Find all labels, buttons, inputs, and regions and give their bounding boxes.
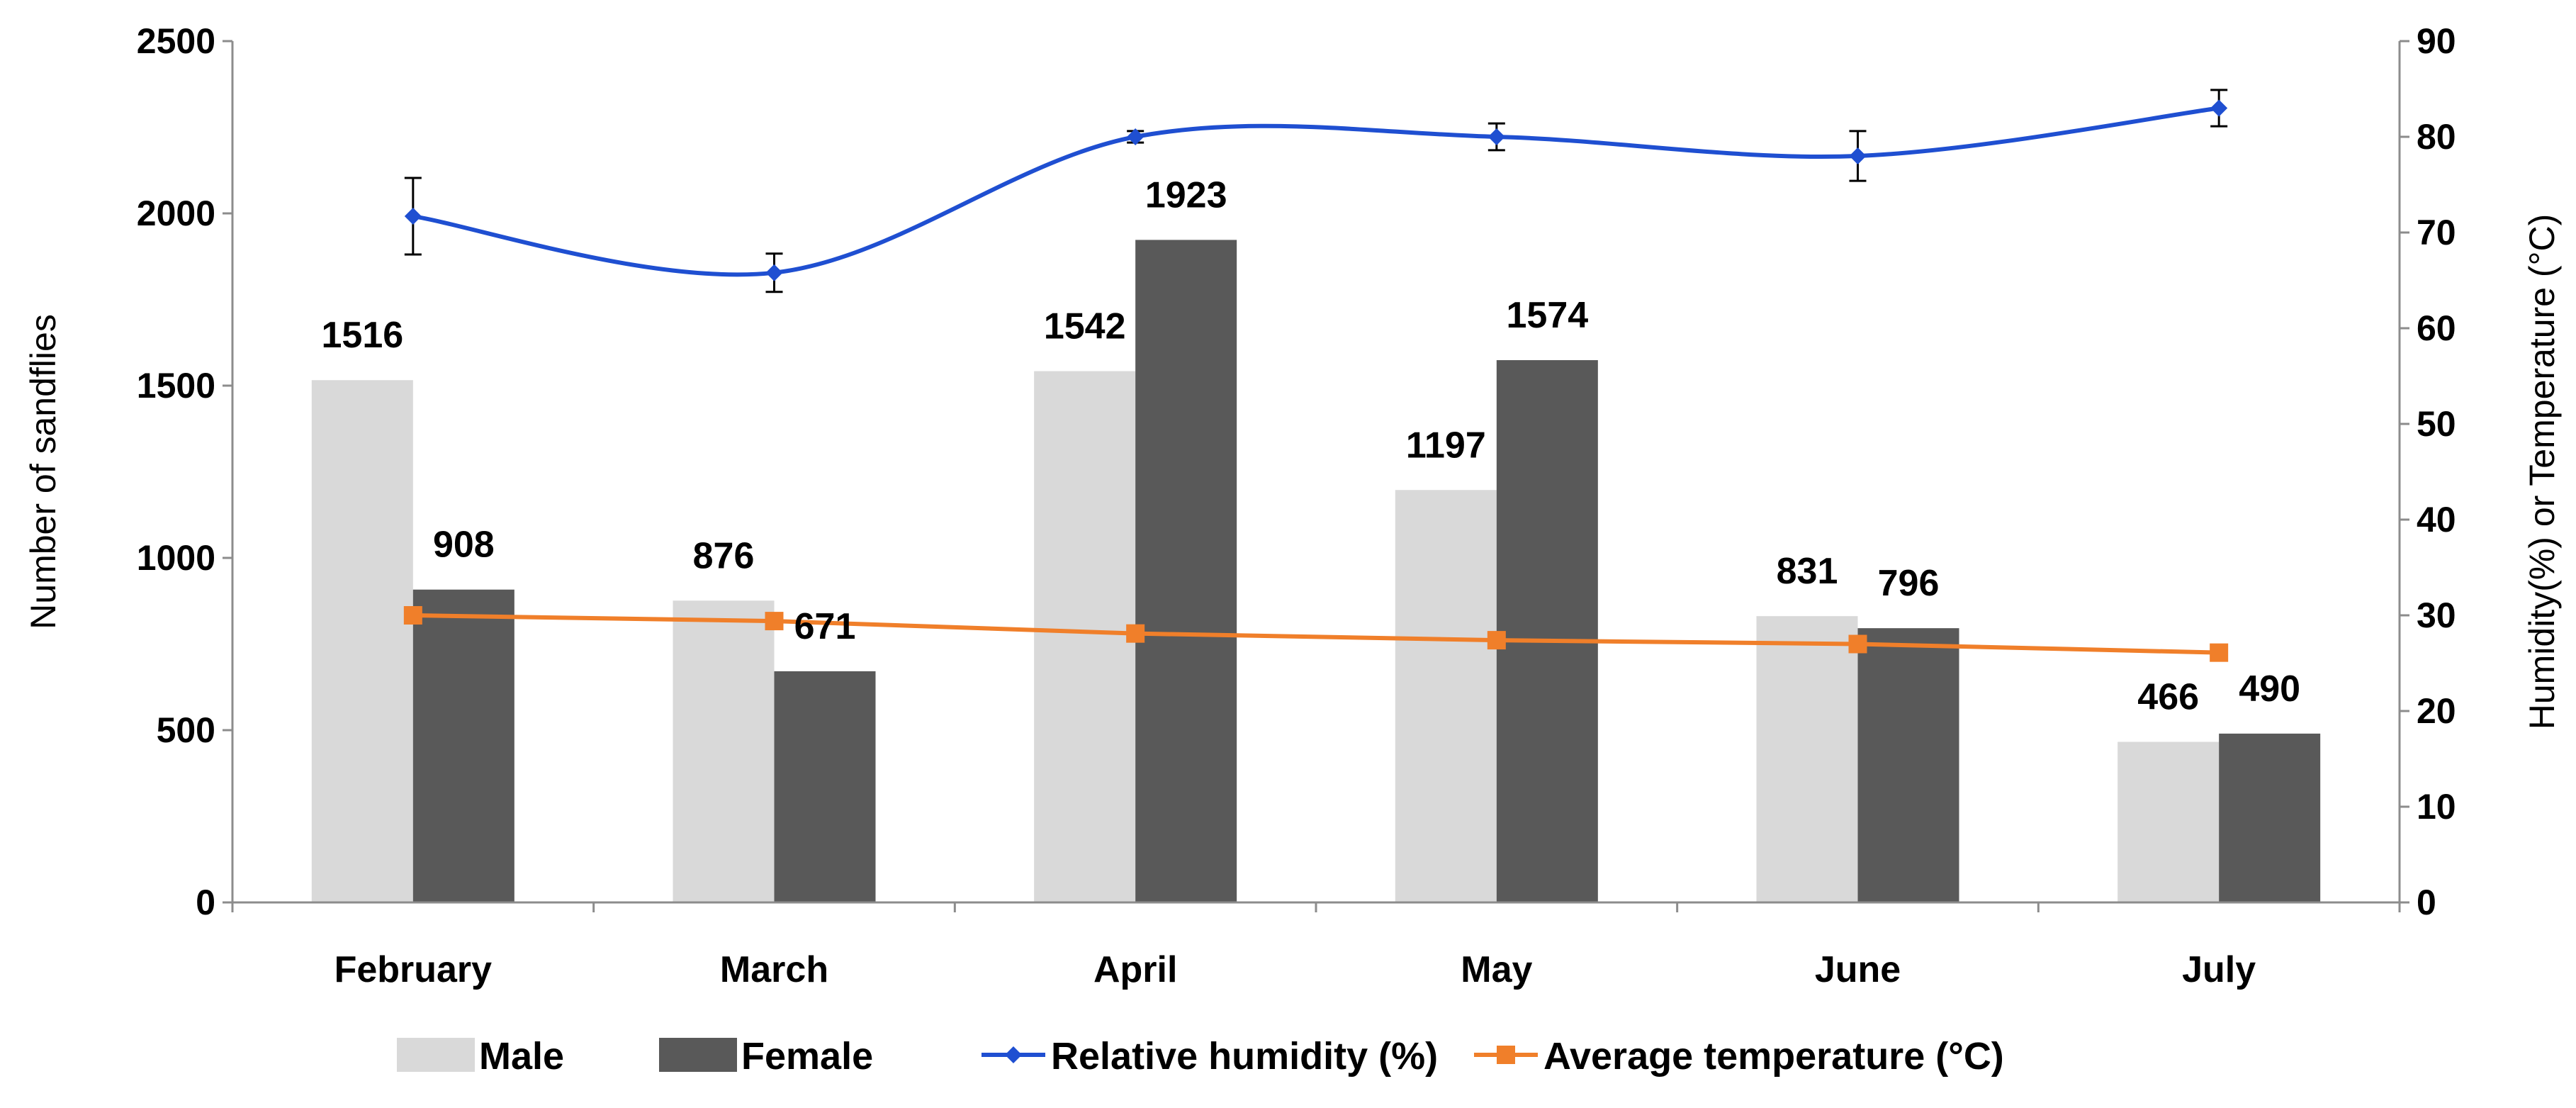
bar-female-march [774,671,876,902]
right-tick-label: 90 [2417,21,2456,61]
left-tick-label: 2000 [137,194,215,233]
left-tick-label: 1000 [137,538,215,578]
legend-swatch-male [397,1038,475,1072]
right-axis-title: Humidity(%) or Temperature (°C) [2522,214,2562,730]
data-label-male-february: 1516 [321,315,403,356]
bar-male-june [1756,616,1858,902]
x-tick-label-april: April [1093,949,1177,990]
marker-relative-humidity-may [1487,128,1505,145]
legend-marker-relative-humidity [1005,1046,1022,1063]
marker-average-temperature-c-april [1126,624,1145,643]
lines-layer [403,89,2229,662]
marker-relative-humidity-february [404,208,422,225]
data-label-female-february: 908 [433,525,495,566]
data-label-female-june: 796 [1878,563,1940,604]
bars-layer [311,240,2321,902]
data-label-female-may: 1574 [1506,295,1588,336]
data-label-male-july: 466 [2137,677,2199,718]
marker-average-temperature-c-march [765,612,784,631]
left-tick-label: 1500 [137,366,215,405]
bar-male-march [673,600,775,902]
data-label-female-march: 671 [794,606,856,647]
right-tick-label: 30 [2417,595,2456,635]
x-tick-label-june: June [1815,949,1901,990]
line-average-temperature-c [412,613,2220,655]
marker-average-temperature-c-may [1487,631,1506,650]
bar-male-may [1395,490,1497,902]
bar-male-july [2117,742,2220,902]
marker-average-temperature-c-july [2210,643,2229,662]
data-label-female-july: 490 [2239,668,2300,710]
data-label-male-march: 876 [693,535,755,576]
marker-relative-humidity-march [765,264,783,281]
x-tick-label-february: February [334,949,493,990]
x-tick-label-march: March [720,949,828,990]
left-tick-label: 0 [196,883,215,922]
right-tick-label: 80 [2417,117,2456,157]
left-axis-title: Number of sandflies [23,314,63,629]
bar-female-june [1857,628,1959,902]
right-tick-label: 20 [2417,691,2456,731]
legend-label-relative-humidity: Relative humidity (%) [1051,1035,1438,1078]
bar-female-april [1135,240,1237,902]
left-tick-label: 500 [157,710,215,750]
right-tick-label: 60 [2417,308,2456,348]
bar-male-april [1034,371,1136,902]
marker-relative-humidity-april [1127,128,1144,145]
legend-marker-average-temperature-c [1497,1046,1515,1064]
legend: Male Female Relative humidity (%) Average t… [397,1035,2004,1078]
marker-relative-humidity-july [2210,99,2228,117]
data-label-male-april: 1542 [1044,306,1126,347]
bar-male-february [311,380,413,902]
axis-titles-layer: Number of sandflies Humidity(%) or Temper… [23,214,2562,730]
bar-female-february [412,589,514,902]
legend-swatch-female [659,1038,737,1072]
right-tick-label: 50 [2417,404,2456,444]
legend-label-female: Female [741,1035,873,1078]
right-tick-label: 0 [2417,883,2436,922]
data-label-male-may: 1197 [1406,425,1486,466]
marker-average-temperature-c-june [1848,634,1867,654]
data-label-female-april: 1923 [1145,174,1227,216]
bar-female-july [2219,733,2321,902]
right-tick-label: 70 [2417,213,2456,252]
marker-relative-humidity-june [1849,147,1867,164]
data-label-male-june: 831 [1777,551,1838,592]
left-tick-label: 2500 [137,21,215,61]
x-tick-label-may: May [1461,949,1532,990]
line-relative-humidity [412,106,2220,277]
bar-female-may [1496,360,1598,902]
legend-label-male: Male [479,1035,564,1078]
x-tick-label-july: July [2182,949,2256,990]
marker-average-temperature-c-february [403,606,422,625]
ticks-layer: 0 500 1000 1500 2000 2500 0 10 20 30 40 50 60 70 80 90 F… [137,21,2456,990]
right-tick-label: 10 [2417,787,2456,827]
data-labels-layer: 1516 876 1542 1197 831 466 908 671 1923 1574 796 49… [321,174,2300,717]
right-tick-label: 40 [2417,500,2456,539]
legend-label-average-temperature-c: Average temperature (°C) [1543,1035,2004,1078]
axes-layer [231,41,2401,904]
